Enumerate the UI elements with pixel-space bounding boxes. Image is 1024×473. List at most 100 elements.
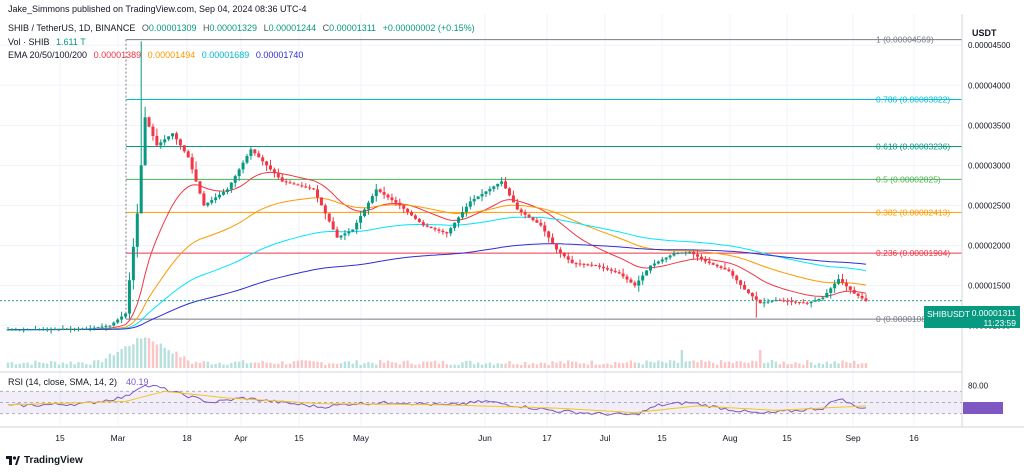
candle-body [727, 269, 731, 272]
x-tick-label: 18 [182, 433, 192, 443]
volume-bar [159, 343, 162, 368]
volume-bar [222, 364, 225, 368]
candle-body [570, 259, 574, 264]
candle-body [676, 253, 680, 255]
volume-bar [371, 362, 374, 368]
candle-body [554, 243, 558, 250]
volume-bar [214, 363, 217, 368]
volume-bar [367, 362, 370, 368]
candle-body [464, 206, 468, 213]
candle-body [214, 197, 218, 201]
volume-bar [563, 363, 566, 368]
candle-body [425, 225, 429, 227]
volume-bar [759, 350, 762, 368]
volume-bar [473, 364, 476, 368]
candle-body [363, 209, 367, 217]
volume-bar [42, 362, 45, 368]
candle-body [484, 191, 488, 194]
candle-body [265, 161, 269, 166]
ema200-value: 0.00001740 [255, 50, 304, 60]
volume-bar [692, 360, 695, 368]
candle-body [598, 265, 602, 267]
fib-level-label: 0.786 (0.00003822) [876, 95, 950, 105]
volume-bar [22, 362, 25, 368]
candle-body [335, 229, 339, 238]
volume-bar [124, 346, 127, 368]
candle-body [355, 222, 359, 230]
volume-bar [743, 362, 746, 368]
candle-body [864, 298, 868, 301]
volume-bar [516, 364, 519, 368]
candle-body [711, 263, 715, 265]
volume-bar [829, 363, 832, 368]
candle-body [609, 269, 613, 271]
candle-body [410, 212, 414, 216]
last-price-tag: SHIBUSDT 0.00001311 11:23:59 [924, 306, 1020, 328]
candle-body [813, 300, 817, 302]
currency-label[interactable]: USDT [972, 28, 997, 38]
fib-level-label: 0.236 (0.00001904) [876, 248, 950, 258]
ema-50-line [8, 197, 867, 331]
volume-bar [398, 364, 401, 368]
volume-bar [414, 364, 417, 368]
fib-level-label: 0 (0.00001081) [876, 314, 934, 324]
symbol-title[interactable]: SHIB / TetherUS, 1D, BINANCE [8, 23, 136, 33]
candle-body [488, 188, 492, 192]
candle-body [53, 329, 57, 331]
volume-bar [570, 361, 574, 368]
volume-bar [296, 360, 300, 368]
volume-bar [89, 364, 92, 368]
volume-bar [535, 364, 539, 368]
footer[interactable]: TradingView [6, 455, 83, 466]
volume-bar [715, 364, 719, 368]
volume-bar [363, 363, 366, 368]
candle-body [272, 169, 276, 174]
candle-body [202, 193, 206, 206]
open-label: O [141, 23, 149, 33]
volume-bar [253, 362, 257, 368]
candle-body [672, 253, 676, 256]
x-tick-label: 15 [55, 433, 65, 443]
volume-bar [175, 351, 178, 368]
ohlc-line: SHIB / TetherUS, 1D, BINANCE O0.00001309… [8, 22, 479, 34]
candle-body [316, 189, 320, 198]
candle-body [504, 181, 508, 189]
candle-body [699, 256, 703, 260]
ema50-value: 0.00001494 [147, 50, 196, 60]
volume-bar [335, 363, 339, 368]
candle-body [343, 233, 347, 236]
volume-bar [179, 357, 182, 368]
volume-bar [523, 361, 527, 368]
volume-bar [230, 362, 233, 368]
volume-bar [347, 361, 351, 368]
candle-body [159, 142, 163, 146]
ema-200-line [8, 243, 867, 331]
volume-bar [402, 361, 405, 368]
volume-legend[interactable]: Vol · SHIB 1.611 T [8, 36, 90, 48]
candle-body [80, 328, 84, 330]
fib-level-label: 0.5 (0.00002825) [876, 174, 941, 184]
candle-body [582, 263, 586, 265]
candle-body [331, 221, 335, 230]
volume-bar [849, 363, 852, 368]
candles[interactable] [6, 41, 868, 334]
candle-body [366, 202, 370, 210]
volume-bar [606, 363, 609, 368]
candle-body [739, 280, 743, 285]
candle-body [605, 268, 609, 270]
ema-legend[interactable]: EMA 20/50/100/200 0.00001389 0.00001494 … [8, 49, 307, 61]
publisher-line: Jake_Simmons published on TradingView.co… [8, 3, 311, 15]
close-value: 0.00001311 [329, 23, 377, 33]
candle-body [480, 193, 484, 197]
candle-body [696, 254, 700, 257]
volume-bar [312, 361, 315, 368]
x-tick-label: Mar [111, 433, 126, 443]
volume-bar [202, 361, 206, 368]
candle-body [92, 327, 96, 329]
volume-bar [57, 364, 61, 368]
fib-retracement[interactable]: 1 (0.00004569) 0.786 (0.00003822) 0.618 (0… [125, 35, 962, 324]
candle-body [163, 139, 167, 143]
volume-bar [18, 363, 21, 368]
